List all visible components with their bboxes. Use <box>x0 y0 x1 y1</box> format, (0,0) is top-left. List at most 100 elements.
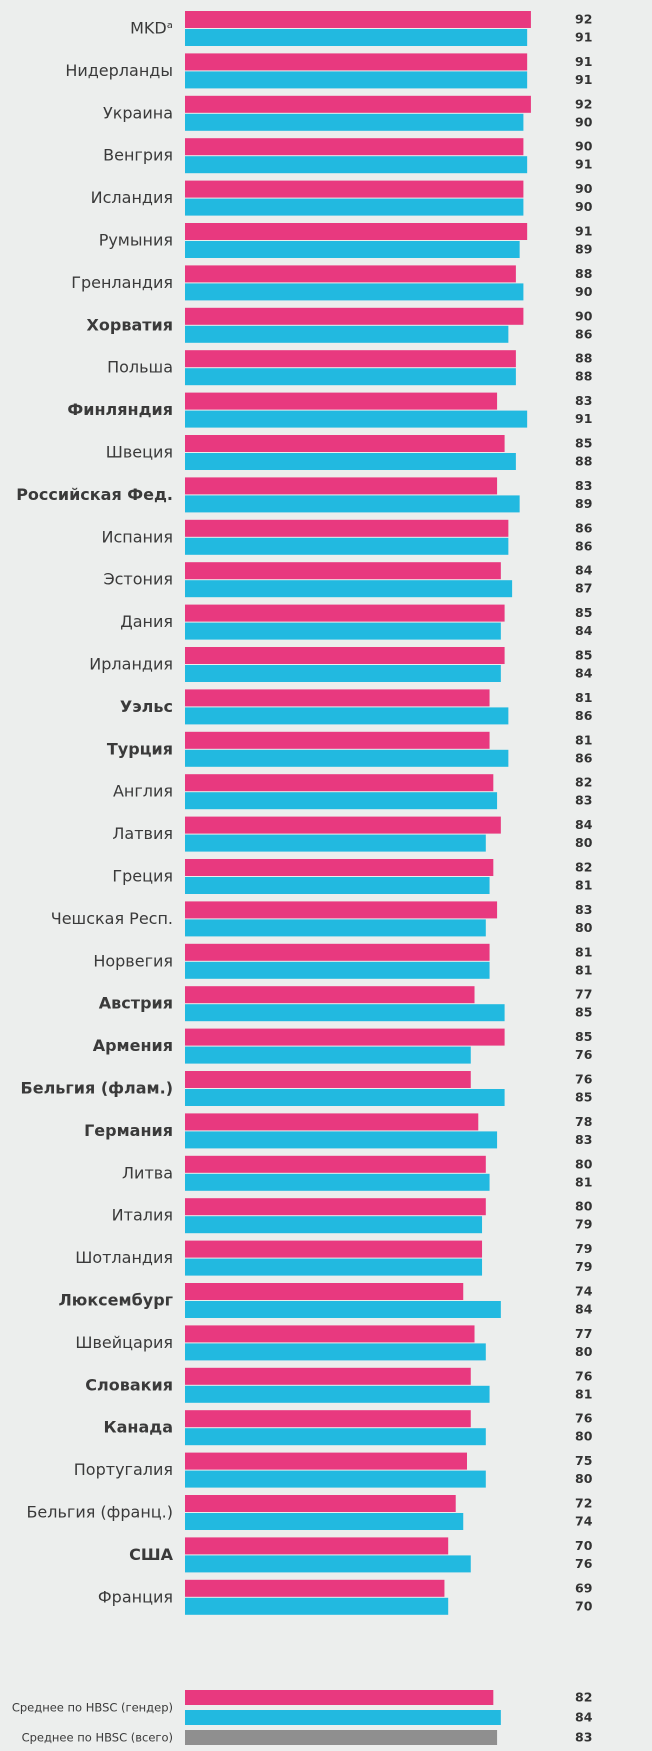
bar <box>185 223 528 240</box>
bar <box>185 1283 464 1300</box>
bar <box>185 1452 467 1470</box>
value-label: 88 <box>575 351 592 366</box>
value-label: 70 <box>575 1538 593 1553</box>
bar <box>185 1495 456 1512</box>
value-label: 86 <box>575 750 593 765</box>
category-label: Литва <box>122 1163 173 1182</box>
value-label: 91 <box>575 157 592 172</box>
bar <box>185 180 524 198</box>
bar <box>185 113 524 131</box>
value-label: 75 <box>575 1453 592 1468</box>
bar <box>185 1597 449 1615</box>
value-label: 90 <box>575 181 593 196</box>
bar <box>185 622 501 640</box>
value-label: 85 <box>575 436 592 451</box>
value-label: 85 <box>575 1090 592 1105</box>
value-label: 81 <box>575 690 592 705</box>
value-label: 91 <box>575 54 592 69</box>
bar <box>185 1240 483 1258</box>
value-label: 85 <box>575 1005 592 1020</box>
category-label: Франция <box>98 1587 173 1606</box>
bar <box>185 410 528 428</box>
bar <box>185 834 486 852</box>
value-label: 92 <box>575 96 592 111</box>
value-label: 90 <box>575 139 593 154</box>
category-label: Уэльс <box>120 697 173 716</box>
category-label: США <box>129 1545 174 1564</box>
bar <box>185 1301 501 1318</box>
bar <box>185 350 516 368</box>
category-label: Венгрия <box>103 146 173 165</box>
value-label: 76 <box>575 1411 593 1426</box>
bar <box>185 580 513 598</box>
value-label: 76 <box>575 1072 593 1087</box>
value-label: 90 <box>575 284 593 299</box>
bar <box>185 392 498 410</box>
bar <box>185 11 531 28</box>
bar <box>185 986 475 1004</box>
value-label: 88 <box>575 369 592 384</box>
value-label: 82 <box>575 775 592 790</box>
value-label: 74 <box>575 1514 593 1529</box>
bar <box>185 1155 486 1173</box>
value-label: 80 <box>575 920 593 935</box>
bar <box>185 53 528 71</box>
bar <box>185 1089 505 1106</box>
value-label: 85 <box>575 648 592 663</box>
category-label: Испания <box>101 527 173 546</box>
category-label: Бельгия (флам.) <box>21 1079 173 1098</box>
bar <box>185 707 509 725</box>
bar <box>185 325 509 343</box>
bar <box>185 1046 471 1064</box>
bar <box>185 198 524 216</box>
value-label: 77 <box>575 1326 592 1341</box>
bar <box>185 919 486 937</box>
value-label: 84 <box>575 1710 593 1725</box>
bar <box>185 1428 486 1446</box>
category-label: Армения <box>93 1036 173 1055</box>
value-label: 79 <box>575 1259 592 1274</box>
category-label: Англия <box>113 782 173 801</box>
value-label: 77 <box>575 987 592 1002</box>
category-label: Швейцария <box>75 1333 173 1352</box>
category-label: Среднее по HBSC (гендер) <box>12 1701 173 1715</box>
bar <box>185 1325 475 1343</box>
category-label: Гренландия <box>71 273 173 292</box>
bar <box>185 562 501 580</box>
category-label: Германия <box>84 1121 173 1140</box>
value-label: 81 <box>575 944 592 959</box>
value-label: 84 <box>575 666 593 681</box>
bar <box>185 1173 490 1191</box>
bar <box>185 138 524 156</box>
value-label: 81 <box>575 962 592 977</box>
bar <box>185 731 490 749</box>
category-label: Люксембург <box>58 1291 173 1310</box>
value-label: 88 <box>575 266 592 281</box>
value-label: 83 <box>575 902 592 917</box>
value-label: 82 <box>575 860 592 875</box>
value-label: 80 <box>575 1199 593 1214</box>
value-label: 91 <box>575 72 592 87</box>
bar <box>185 665 501 682</box>
value-label: 89 <box>575 242 592 257</box>
value-label: 69 <box>575 1580 592 1595</box>
category-label: Польша <box>107 358 173 377</box>
bar <box>185 792 498 810</box>
bar <box>185 435 505 452</box>
bar <box>185 877 490 894</box>
bar <box>185 1470 486 1488</box>
category-label: Латвия <box>112 824 173 843</box>
value-label: 70 <box>575 1598 593 1613</box>
bar <box>185 774 494 792</box>
category-label: Бельгия (франц.) <box>26 1503 173 1522</box>
value-label: 83 <box>575 393 592 408</box>
bar <box>185 1071 471 1088</box>
value-label: 83 <box>575 793 592 808</box>
value-label: 88 <box>575 454 592 469</box>
value-label: 78 <box>575 1114 592 1129</box>
value-label: 90 <box>575 114 593 129</box>
category-label: Шотландия <box>75 1248 173 1267</box>
bar <box>185 943 490 961</box>
category-label: Канада <box>104 1418 173 1437</box>
